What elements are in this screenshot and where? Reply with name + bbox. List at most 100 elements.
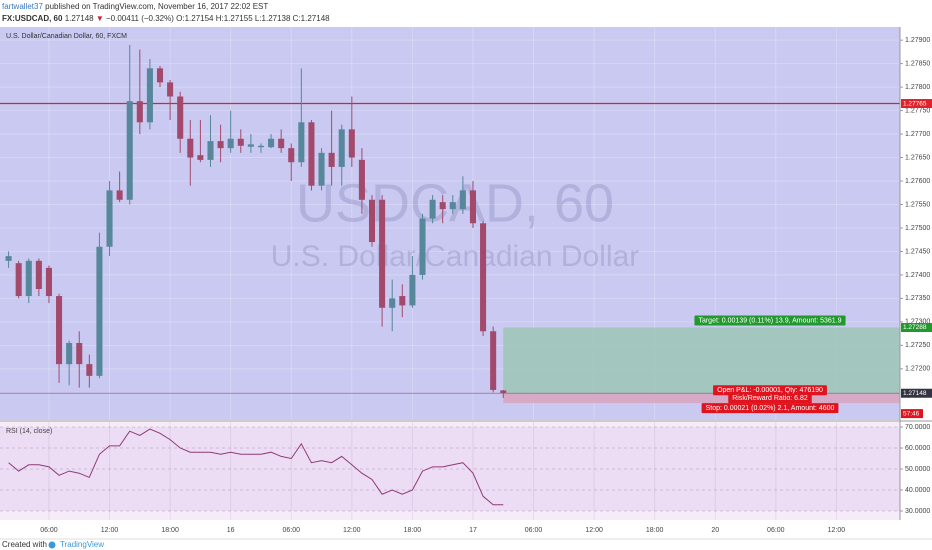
open-pl-label: Open P&L: -0.00001, Qty: 476190	[717, 387, 823, 394]
y-tick-label: 1.27700	[905, 131, 930, 138]
candle-body	[469, 190, 476, 224]
candle-body	[207, 141, 214, 160]
target-label: Target: 0.00139 (0.11%) 13.9, Amount: 53…	[698, 317, 841, 324]
x-tick-label: 17	[469, 527, 477, 534]
candle-body	[197, 155, 204, 160]
candle-body	[348, 129, 355, 158]
stop-label: Stop: 0.00021 (0.02%) 2.1, Amount: 4600	[706, 405, 835, 412]
y-tick-label: 50.0000	[905, 466, 930, 473]
x-tick-label: 12:00	[585, 527, 603, 534]
candle-body	[389, 298, 396, 308]
candle-body	[237, 138, 244, 146]
entry-tag: 1.27148	[903, 390, 927, 397]
candle-body	[358, 159, 365, 200]
candle-body	[490, 331, 497, 390]
candle-body	[480, 223, 487, 332]
candle-body	[35, 260, 42, 289]
candle-body	[116, 190, 123, 200]
tradingview-logo	[48, 541, 56, 549]
candle-body	[379, 199, 386, 308]
x-tick-label: 06:00	[40, 527, 58, 534]
candle-body	[106, 190, 113, 247]
chart-legend: U.S. Dollar/Canadian Dollar, 60, FXCM	[6, 33, 127, 40]
open-pl-label-box	[713, 385, 827, 396]
y-tick-label: 1.27900	[905, 37, 930, 44]
footer-created: Created with	[2, 540, 47, 549]
axes: 06:00 12:00 18:00 16 06:00 12:00 18:00 17 06:00 1…	[0, 27, 932, 534]
candle-body	[56, 296, 63, 365]
candle-body	[308, 122, 315, 186]
candle-body	[96, 246, 103, 376]
y-tick-label: 1.27300	[905, 319, 930, 326]
candle-body	[247, 144, 254, 147]
candle-body	[156, 68, 164, 83]
target-tag: 1.27288	[903, 324, 927, 331]
candle-body	[167, 82, 174, 97]
candle-body	[338, 129, 345, 167]
change: −0.00411 (−0.32%)	[106, 14, 174, 23]
ohlc: O:1.27154 H:1.27155 L:1.27138 C:1.27148	[176, 14, 330, 23]
countdown-box	[901, 409, 923, 419]
candle-body	[419, 218, 426, 275]
hline-tag-box	[901, 99, 932, 109]
candle-body	[25, 260, 32, 297]
candle-body	[268, 138, 275, 148]
stop-zone	[503, 393, 900, 404]
candle-body	[318, 152, 325, 186]
y-tick-label: 1.27350	[905, 295, 930, 302]
candle-body	[449, 202, 456, 210]
target-label-box	[694, 315, 846, 326]
x-tick-label: 06:00	[282, 527, 300, 534]
ratio-label-box	[728, 393, 812, 404]
candle-body	[278, 138, 285, 149]
countdown: 57:46	[903, 410, 920, 417]
candle-body	[217, 141, 224, 149]
symbol: FX:USDCAD, 60	[2, 14, 63, 23]
last-price: 1.27148	[65, 14, 94, 23]
y-tick-label: 1.27600	[905, 178, 930, 185]
header-line: fartwallet37 published on TradingView.co…	[2, 2, 268, 11]
candle-body	[409, 274, 416, 306]
candle-body	[257, 145, 264, 148]
x-tick-label: 20	[711, 527, 719, 534]
y-tick-label: 1.27500	[905, 225, 930, 232]
published: published on TradingView.com, November 1…	[45, 2, 268, 11]
ratio-label: Risk/Reward Ratio: 6.82	[732, 395, 808, 402]
y-tick-label: 40.0000	[905, 487, 930, 494]
candle-body	[429, 199, 436, 219]
candle-body	[459, 190, 466, 210]
candle-body	[146, 68, 153, 123]
candle-body	[288, 148, 295, 163]
change-arrow: ▼	[96, 14, 104, 23]
candle-body	[66, 342, 73, 365]
candle-body	[227, 138, 234, 149]
candle-body	[177, 96, 184, 139]
x-tick-label: 18:00	[646, 527, 664, 534]
rsi-line	[8, 428, 504, 506]
x-tick-label: 06:00	[525, 527, 543, 534]
x-tick-label: 12:00	[343, 527, 361, 534]
target-tag-box	[901, 323, 932, 333]
x-tick-label: 12:00	[101, 527, 119, 534]
rsi-band	[0, 427, 900, 511]
footer-brand[interactable]: TradingView	[60, 540, 104, 549]
y-tick-label: 70.0000	[905, 424, 930, 431]
x-tick-label: 18:00	[161, 527, 179, 534]
y-tick-label: 1.27750	[905, 107, 930, 114]
author[interactable]: fartwallet37	[2, 2, 43, 11]
y-tick-label: 1.27650	[905, 154, 930, 161]
candle-body	[45, 267, 52, 297]
y-tick-label: 1.27850	[905, 60, 930, 67]
x-tick-label: 16	[227, 527, 235, 534]
candle-body	[187, 138, 194, 158]
candle-body	[126, 101, 133, 200]
y-tick-label: 1.27450	[905, 248, 930, 255]
y-tick-label: 1.27200	[905, 366, 930, 373]
symbol-line: FX:USDCAD, 60 1.27148 ▼ −0.00411 (−0.32%…	[2, 14, 330, 23]
candle-body	[298, 122, 305, 163]
y-tick-label: 1.27250	[905, 342, 930, 349]
x-tick-label: 06:00	[767, 527, 785, 534]
candle-body	[500, 390, 507, 394]
